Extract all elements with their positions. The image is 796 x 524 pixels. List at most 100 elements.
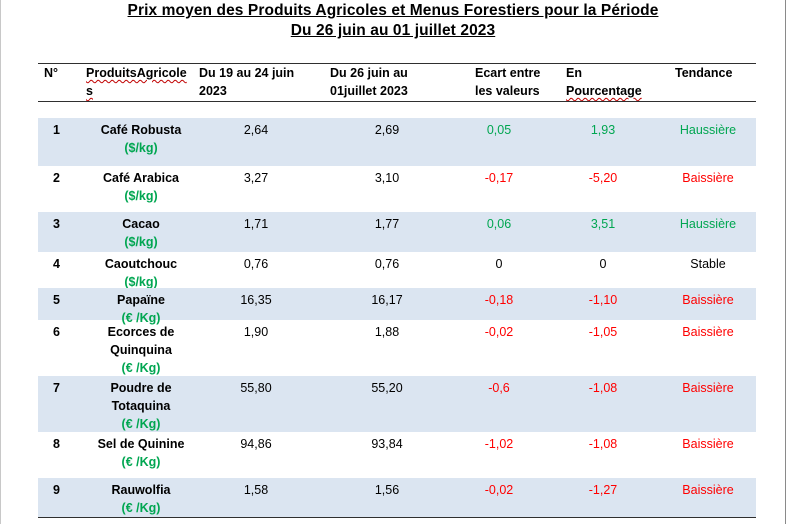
product-unit: ($/kg) [124, 189, 158, 203]
row-number: 4 [53, 257, 60, 271]
trend-label: Haussière [679, 123, 737, 137]
price-period-1: 1,58 [243, 483, 269, 497]
row-number: 7 [53, 381, 60, 395]
price-difference: -1,02 [484, 437, 514, 451]
product-name: Caoutchouc ($/kg) [76, 255, 206, 291]
header-period-1: Du 19 au 24 juin 2023 [199, 64, 294, 100]
trend-label: Baissière [682, 293, 734, 307]
price-period-1: 55,80 [240, 381, 272, 395]
product-unit: (€ /Kg) [121, 501, 161, 515]
header-tendance: Tendance [675, 66, 733, 80]
product-name: Ecorces de Quinquina (€ /Kg) [76, 323, 206, 377]
header-ecart-line1: Ecart entre [475, 66, 541, 80]
page-right-edge [785, 0, 786, 524]
price-difference: 0,05 [486, 123, 512, 137]
product-name: Rauwolfia (€ /Kg) [76, 481, 206, 517]
table-bottom-rule [38, 517, 756, 518]
header-ecart-line2: les valeurs [475, 84, 540, 98]
percentage-change: 1,93 [590, 123, 616, 137]
table-row: 5 Papaïne (€ /Kg) 16,35 16,17 -0,18 -1,10 Baiss… [38, 288, 756, 325]
table-row: 4 Caoutchouc ($/kg) 0,76 0,76 0 0 Stable [38, 252, 756, 291]
percentage-change: -5,20 [588, 171, 618, 185]
product-name-line1: Sel de Quinine [97, 437, 185, 451]
percentage-change: -1,27 [588, 483, 618, 497]
product-name-line1: Caoutchouc [104, 257, 178, 271]
header-percentage-line1: En [566, 66, 582, 80]
price-period-1: 1,90 [243, 325, 269, 339]
price-difference: 0,06 [486, 217, 512, 231]
table-row: 9 Rauwolfia (€ /Kg) 1,58 1,56 -0,02 -1,27 Baiss… [38, 478, 756, 517]
table-row: 8 Sel de Quinine (€ /Kg) 94,86 93,84 -1,02 -1,… [38, 432, 756, 478]
row-number: 9 [53, 483, 60, 497]
product-name-line2: Totaquina [111, 399, 171, 413]
percentage-change: -1,10 [588, 293, 618, 307]
product-unit: ($/kg) [124, 275, 158, 289]
price-period-2: 0,76 [374, 257, 400, 271]
percentage-change: -1,05 [588, 325, 618, 339]
product-unit: (€ /Kg) [121, 417, 161, 431]
product-name: Café Arabica ($/kg) [76, 169, 206, 205]
row-number: 1 [53, 123, 60, 137]
row-number: 3 [53, 217, 60, 231]
percentage-change: -1,08 [588, 437, 618, 451]
trend-label: Stable [690, 257, 726, 271]
page-left-edge [0, 0, 1, 524]
product-name-line1: Rauwolfia [111, 483, 171, 497]
price-period-2: 1,56 [374, 483, 400, 497]
header-bottom-rule [38, 101, 756, 102]
header-period-2: Du 26 juin au 01juillet 2023 [330, 64, 408, 100]
trend-label: Baissière [682, 483, 734, 497]
trend-label: Baissière [682, 325, 734, 339]
price-period-2: 1,88 [374, 325, 400, 339]
product-name-line1: Poudre de [110, 381, 172, 395]
product-name-line1: Café Arabica [103, 171, 179, 185]
table-row: 1 Café Robusta ($/kg) 2,64 2,69 0,05 1,93 Hauss… [38, 118, 756, 166]
page-title: Prix moyen des Produits Agricoles et Men… [127, 2, 659, 19]
price-period-1: 3,27 [243, 171, 269, 185]
price-difference: -0,6 [488, 381, 510, 395]
page-subtitle: Du 26 juin au 01 juillet 2023 [290, 22, 496, 39]
header-period-2-line2: 01juillet 2023 [330, 84, 408, 98]
price-difference: -0,02 [484, 325, 514, 339]
row-number: 2 [53, 171, 60, 185]
header-percentage: En Pourcentage [566, 64, 642, 100]
table-row: 6 Ecorces de Quinquina (€ /Kg) 1,90 1,88 -0,02… [38, 320, 756, 376]
header-number: N° [44, 66, 59, 80]
percentage-change: -1,08 [588, 381, 618, 395]
percentage-change: 0 [599, 257, 607, 271]
product-unit: (€ /Kg) [121, 361, 161, 375]
percentage-change: 3,51 [590, 217, 616, 231]
product-unit: (€ /Kg) [121, 311, 161, 325]
table-row: 2 Café Arabica ($/kg) 3,27 3,10 -0,17 -5,20 Bai… [38, 166, 756, 212]
row-number: 6 [53, 325, 60, 339]
price-period-1: 1,71 [243, 217, 269, 231]
table-top-rule [38, 63, 756, 64]
product-name: Poudre de Totaquina (€ /Kg) [76, 379, 206, 433]
header-period-1-line1: Du 19 au 24 juin [199, 66, 295, 80]
product-name-line2: Quinquina [110, 343, 172, 357]
trend-label: Haussière [679, 217, 737, 231]
product-name: Café Robusta ($/kg) [76, 121, 206, 157]
price-period-2: 1,77 [374, 217, 400, 231]
product-unit: ($/kg) [124, 235, 158, 249]
product-unit: (€ /Kg) [121, 455, 161, 469]
product-name-line1: Cacao [122, 217, 160, 231]
header-period-2-line1: Du 26 juin au [330, 66, 408, 80]
product-name-line1: Ecorces de [107, 325, 175, 339]
product-name: Sel de Quinine (€ /Kg) [76, 435, 206, 471]
trend-label: Baissière [682, 437, 734, 451]
header-period-1-line2: 2023 [199, 84, 227, 98]
price-difference: 0 [495, 257, 503, 271]
price-period-1: 16,35 [240, 293, 272, 307]
header-ecart: Ecart entre les valeurs [475, 64, 540, 100]
trend-label: Baissière [682, 381, 734, 395]
header-product: ProduitsAgricole s [86, 64, 187, 100]
price-period-2: 3,10 [374, 171, 400, 185]
price-difference: -0,02 [484, 483, 514, 497]
price-difference: -0,17 [484, 171, 514, 185]
price-period-2: 55,20 [371, 381, 403, 395]
table-row: 3 Cacao ($/kg) 1,71 1,77 0,06 3,51 Haussière [38, 212, 756, 252]
price-period-2: 93,84 [371, 437, 403, 451]
price-difference: -0,18 [484, 293, 514, 307]
header-product-line1: ProduitsAgricole [86, 66, 187, 80]
